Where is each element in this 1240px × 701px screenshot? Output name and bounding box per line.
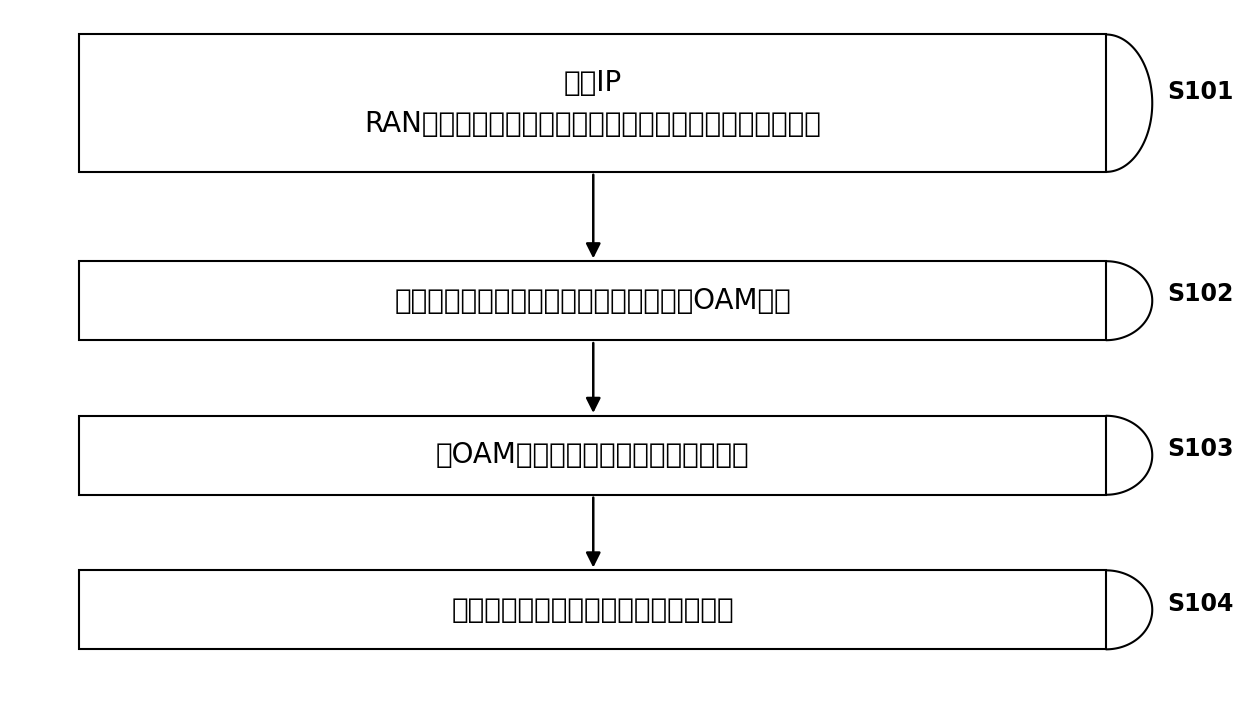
Text: S101: S101 <box>1167 80 1234 104</box>
Text: S103: S103 <box>1167 437 1234 461</box>
FancyBboxPatch shape <box>79 571 1106 649</box>
Text: 接收网络管理器上传的反馈指令并上传: 接收网络管理器上传的反馈指令并上传 <box>451 596 734 624</box>
FancyBboxPatch shape <box>79 34 1106 172</box>
Text: 根据故障告警信息查询故障信息库，生成OAM指令: 根据故障告警信息查询故障信息库，生成OAM指令 <box>394 287 791 315</box>
FancyBboxPatch shape <box>79 261 1106 340</box>
Text: 接收IP
RAN网络中的网络管理器对应的以太网上报的故障告警信息: 接收IP RAN网络中的网络管理器对应的以太网上报的故障告警信息 <box>365 69 821 138</box>
FancyBboxPatch shape <box>79 416 1106 495</box>
Text: 将OAM故障检测指令下发至网络管理器: 将OAM故障检测指令下发至网络管理器 <box>435 441 749 469</box>
Text: S102: S102 <box>1167 283 1234 306</box>
Text: S104: S104 <box>1167 592 1234 615</box>
